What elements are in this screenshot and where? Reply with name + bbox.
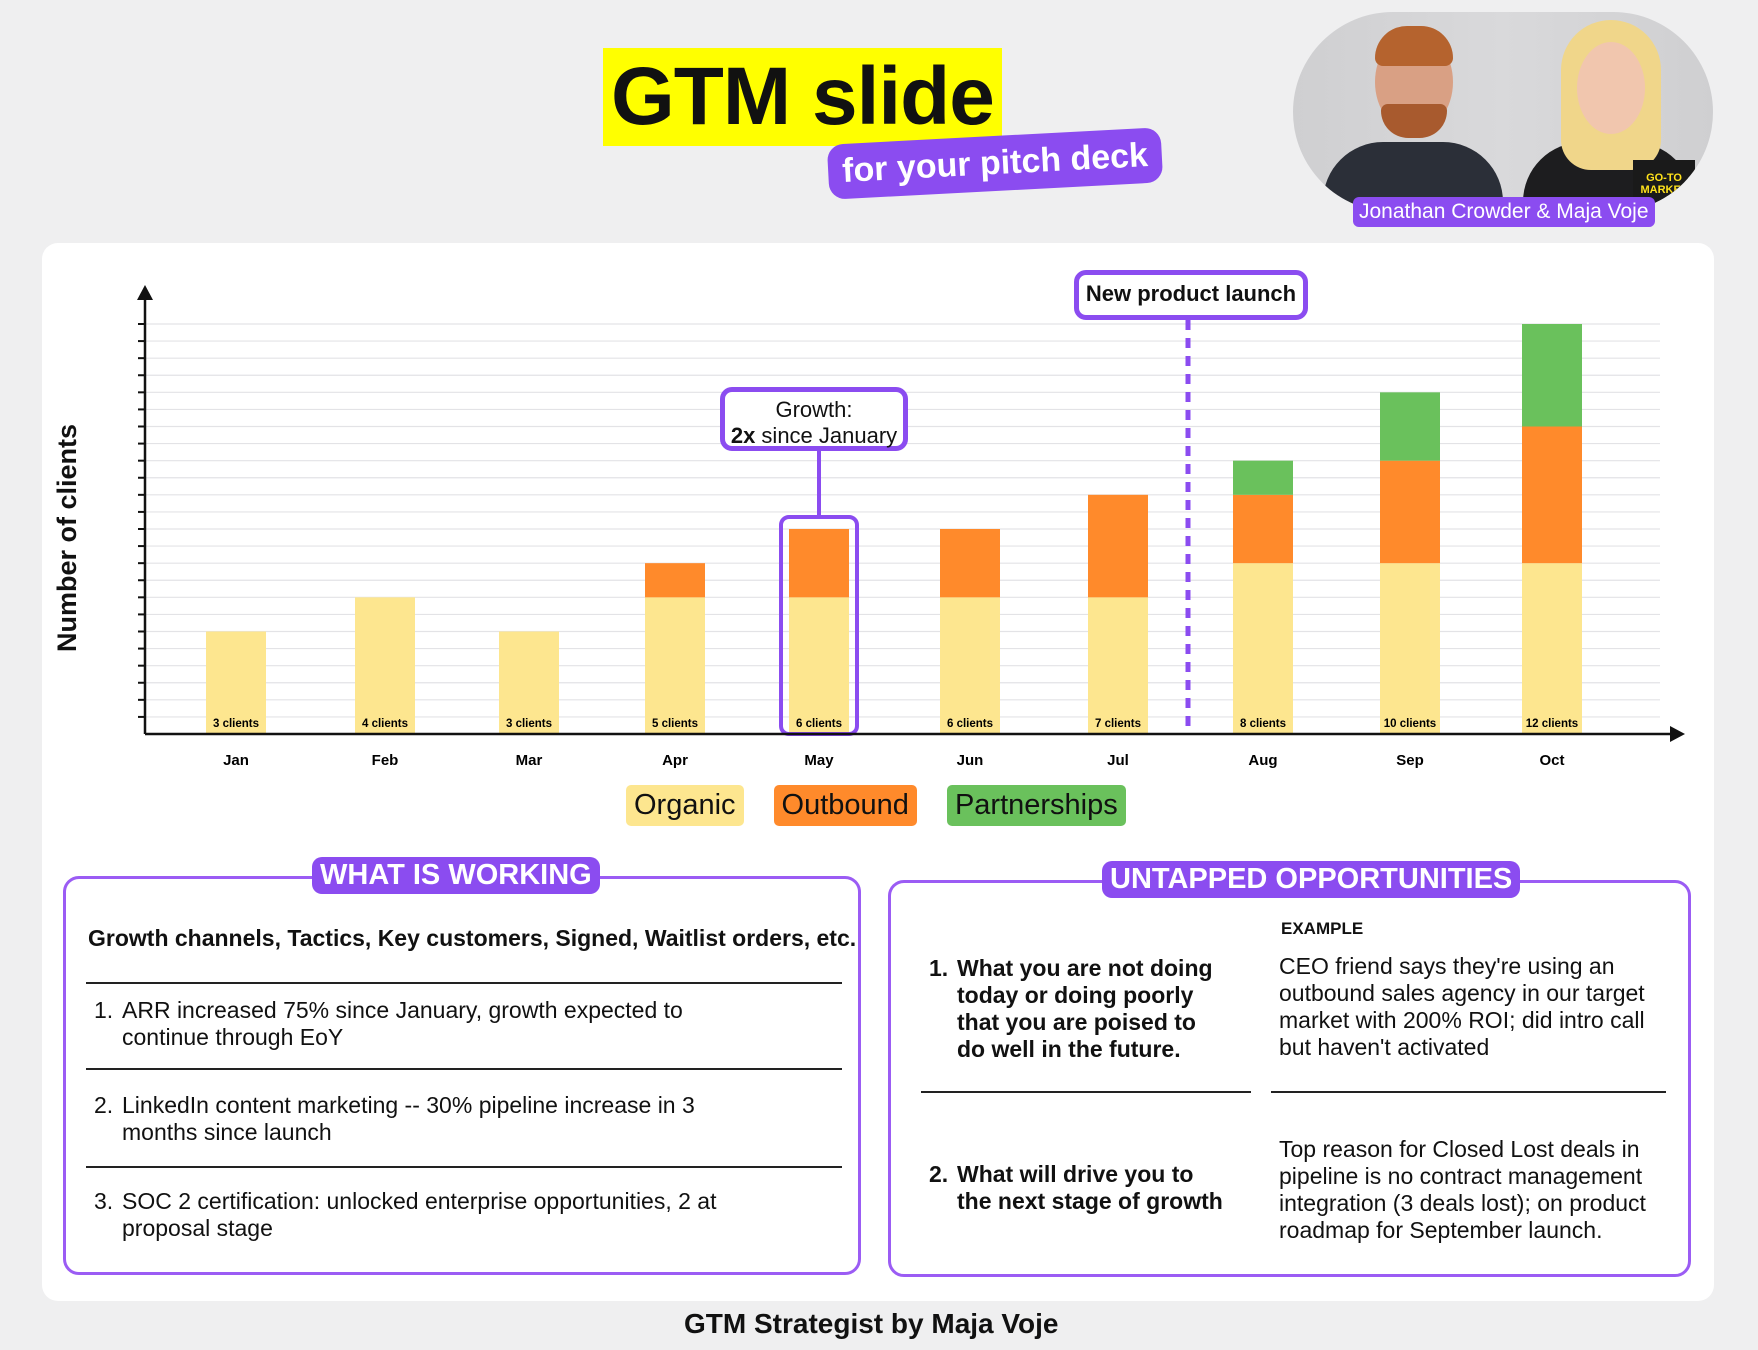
- bar-data-label: 12 clients: [1526, 718, 1578, 730]
- bar-data-label: 7 clients: [1095, 718, 1141, 730]
- launch-label: New product launch: [1085, 281, 1297, 306]
- launch-annotation: New product launch: [1074, 270, 1308, 320]
- opportunity-example: Top reason for Closed Lost deals in pipe…: [1279, 1136, 1646, 1243]
- legend-organic: Organic: [626, 785, 744, 826]
- footer: GTM Strategist by Maja Voje: [684, 1308, 1059, 1339]
- bar-organic-jul: [1088, 597, 1148, 734]
- labels: Jan 3 clients Feb 4 clients Mar 3 clients Apr 5…: [213, 718, 1578, 769]
- chart: Jan 3 clients Feb 4 clients Mar 3 clients Apr 5…: [137, 285, 1685, 769]
- bar-data-label: 6 clients: [947, 718, 993, 730]
- page-title: GTM slide: [611, 51, 995, 142]
- list-item: 1. ARR increased 75% since January, grow…: [94, 997, 683, 1050]
- bar-outbound-sep: [1380, 460, 1440, 564]
- growth-rest: since January: [755, 423, 898, 448]
- author-names: Jonathan Crowder & Maja Voje: [1353, 197, 1655, 227]
- growth-line2: 2x since January: [725, 423, 903, 449]
- growth-annotation: Growth: 2x since January: [720, 387, 908, 451]
- bar-outbound-apr: [645, 563, 705, 598]
- bar-organic-oct: [1522, 563, 1582, 734]
- bar-data-label: 4 clients: [362, 718, 408, 730]
- opportunities-panel: EXAMPLE 1. What you are not doing today …: [888, 880, 1691, 1277]
- x-tick-label: Feb: [372, 752, 399, 769]
- bar-outbound-aug: [1233, 494, 1293, 564]
- divider: [86, 982, 842, 984]
- divider: [86, 1068, 842, 1070]
- bar-organic-mar: [499, 631, 559, 734]
- bar-organic-aug: [1233, 563, 1293, 734]
- example-label: EXAMPLE: [1281, 919, 1364, 938]
- legend: Organic Outbound Partnerships: [626, 785, 1126, 826]
- opportunity-example: CEO friend says they're using an outboun…: [1279, 953, 1645, 1060]
- bar-data-label: 10 clients: [1384, 718, 1436, 730]
- axes: [137, 285, 1685, 742]
- legend-partnerships: Partnerships: [946, 785, 1126, 826]
- opportunities-title: UNTAPPED OPPORTUNITIES: [1102, 861, 1521, 898]
- growth-line1: Growth:: [775, 397, 853, 422]
- opportunity-prompt: 2. What will drive you to the next stage…: [929, 1161, 1223, 1214]
- x-axis-arrow: [1670, 726, 1685, 742]
- bar-organic-jan: [206, 631, 266, 734]
- book-label: GO-TO MARKET: [1640, 172, 1688, 196]
- x-tick-label: Sep: [1396, 752, 1424, 769]
- divider: [86, 1166, 842, 1168]
- x-tick-label: Mar: [516, 752, 543, 769]
- x-tick-label: Apr: [662, 752, 688, 769]
- bar-organic-jun: [940, 597, 1000, 734]
- bar-data-label: 6 clients: [796, 718, 842, 730]
- bars: [206, 320, 1582, 736]
- title-highlight: GTM slide: [603, 48, 1002, 146]
- bar-outbound-jun: [940, 529, 1000, 598]
- bar-data-label: 5 clients: [652, 718, 698, 730]
- bar-organic-sep: [1380, 563, 1440, 734]
- bar-partnerships-sep: [1380, 392, 1440, 461]
- bar-data-label: 3 clients: [213, 718, 259, 730]
- list-item: 3. SOC 2 certification: unlocked enterpr…: [94, 1188, 717, 1241]
- x-tick-label: May: [804, 752, 834, 769]
- author-photos: GO-TO MARKET: [1293, 12, 1713, 212]
- bar-outbound-jul: [1088, 494, 1148, 598]
- y-axis-arrow: [137, 285, 153, 300]
- working-title: WHAT IS WORKING: [312, 857, 600, 894]
- bar-partnerships-aug: [1233, 460, 1293, 495]
- x-tick-label: Jul: [1107, 752, 1129, 769]
- author-photo-jonathan: [1313, 12, 1513, 212]
- y-axis-label: Number of clients: [52, 423, 82, 653]
- bar-organic-may: [789, 597, 849, 734]
- divider: [1271, 1091, 1666, 1093]
- bar-outbound-may: [789, 529, 849, 598]
- opportunity-prompt: 1. What you are not doing today or doing…: [929, 955, 1213, 1062]
- bar-data-label: 8 clients: [1240, 718, 1286, 730]
- working-subtitle: Growth channels, Tactics, Key customers,…: [88, 925, 857, 951]
- x-tick-label: Oct: [1539, 752, 1564, 769]
- author-photo-maja: GO-TO MARKET: [1513, 12, 1713, 212]
- working-panel: Growth channels, Tactics, Key customers,…: [63, 876, 861, 1275]
- bar-outbound-oct: [1522, 426, 1582, 564]
- bar-organic-apr: [645, 597, 705, 734]
- x-tick-label: Jun: [957, 752, 984, 769]
- x-tick-label: Aug: [1248, 752, 1277, 769]
- legend-outbound: Outbound: [773, 785, 917, 826]
- bar-partnerships-oct: [1522, 324, 1582, 427]
- bar-organic-feb: [355, 597, 415, 734]
- bar-data-label: 3 clients: [506, 718, 552, 730]
- divider: [921, 1091, 1251, 1093]
- list-item: 2. LinkedIn content marketing -- 30% pip…: [94, 1092, 695, 1145]
- growth-bold: 2x: [730, 423, 756, 448]
- x-tick-label: Jan: [223, 752, 249, 769]
